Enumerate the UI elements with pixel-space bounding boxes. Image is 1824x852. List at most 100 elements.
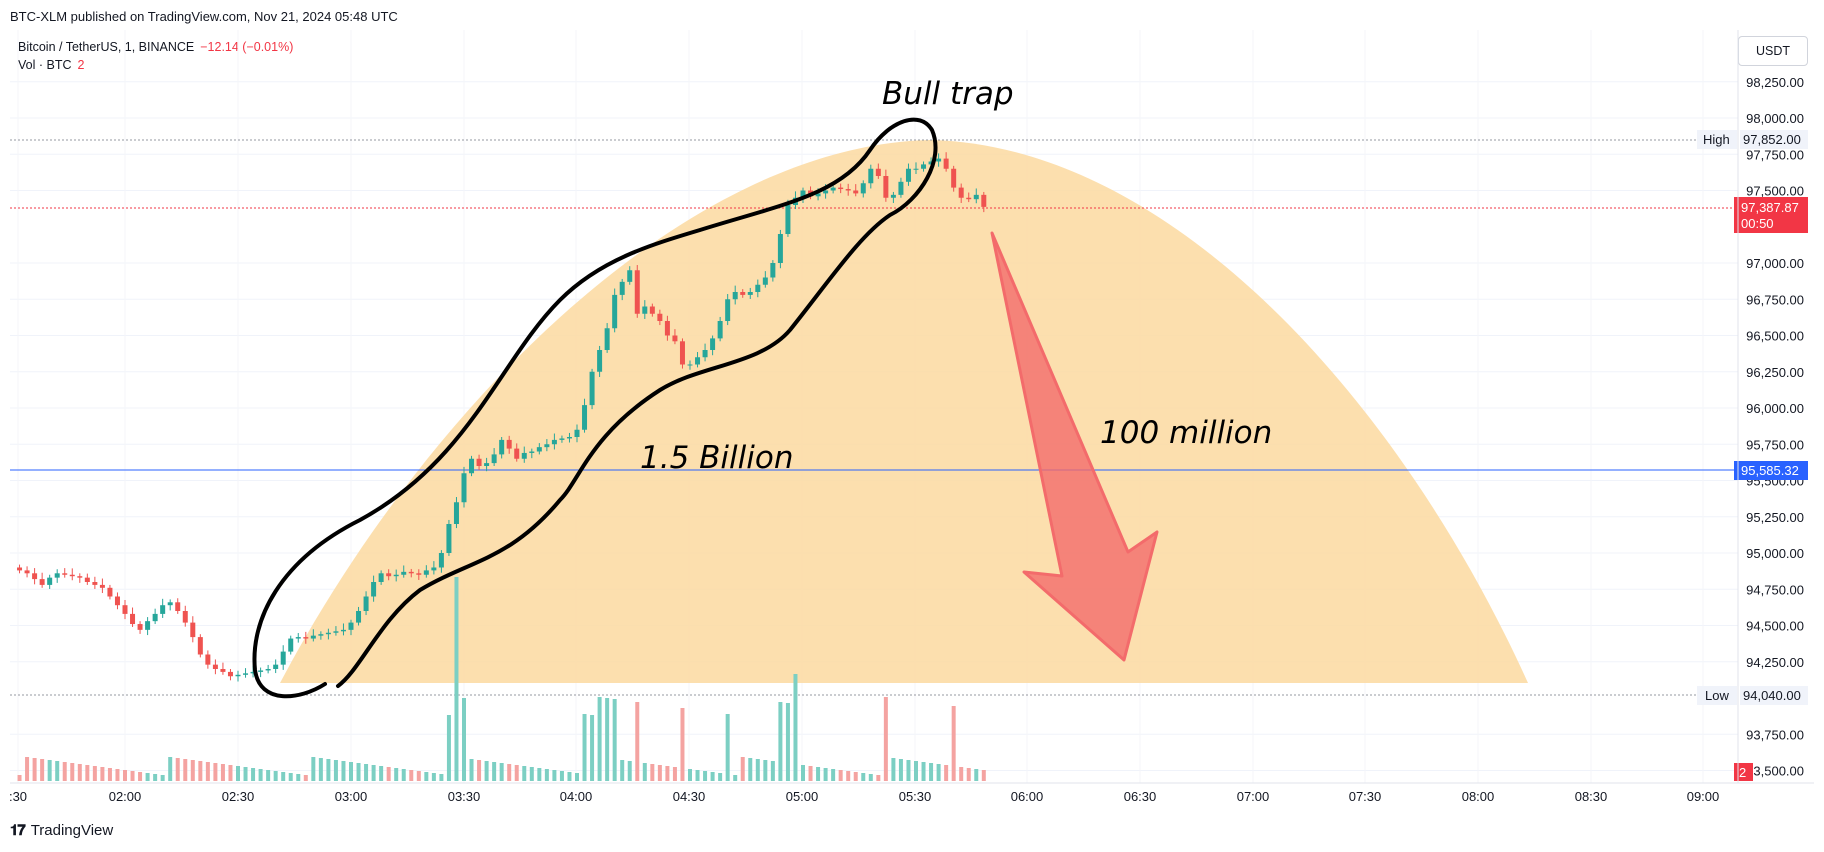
volume-bar <box>386 767 391 781</box>
volume-bar <box>582 714 587 781</box>
candle <box>250 671 256 674</box>
volume-bar <box>981 770 986 781</box>
candle <box>725 299 731 321</box>
time-tick-label: 05:00 <box>786 789 819 804</box>
published-caption: BTC-XLM published on TradingView.com, No… <box>10 9 398 24</box>
volume-value: 2 <box>77 58 85 72</box>
volume-bar <box>733 775 738 781</box>
volume-bar <box>906 760 911 781</box>
candle <box>303 637 309 639</box>
volume-bar <box>409 770 414 781</box>
volume-bar <box>898 759 903 781</box>
million-annotation: 100 million <box>1100 415 1272 451</box>
volume-label[interactable]: Vol · BTC <box>18 58 72 72</box>
volume-bar <box>70 763 75 781</box>
price-tick-label: 94,250.00 <box>1746 655 1804 670</box>
volume-bars <box>17 577 986 781</box>
volume-bar <box>665 766 670 781</box>
volume-bar <box>17 775 22 781</box>
volume-bar <box>469 759 474 781</box>
price-tick-label: 97,000.00 <box>1746 256 1804 271</box>
candle <box>175 602 181 611</box>
candle <box>921 164 927 169</box>
volume-bar <box>303 775 308 781</box>
price-tick-label: 97,750.00 <box>1746 147 1804 162</box>
volume-bar <box>439 774 444 781</box>
volume-bar <box>680 708 685 781</box>
candle <box>205 654 211 665</box>
price-tick-label: 96,250.00 <box>1746 365 1804 380</box>
volume-bar <box>123 770 127 781</box>
candle <box>340 629 346 632</box>
candle <box>265 669 271 671</box>
candle <box>582 405 588 430</box>
candle <box>363 596 369 611</box>
volume-bar <box>876 775 881 781</box>
price-tick-label: 95,000.00 <box>1746 546 1804 561</box>
volume-bar <box>379 766 384 781</box>
candle <box>800 190 806 198</box>
volume-bar <box>62 762 67 781</box>
volume-bar <box>703 771 708 781</box>
volume-bar <box>590 715 595 781</box>
volume-bar <box>499 763 504 781</box>
line-price-value: 95,585.32 <box>1741 463 1799 478</box>
candle <box>160 605 166 614</box>
low-label-bg <box>1697 686 1737 705</box>
volume-bar <box>492 762 497 781</box>
footer-brand[interactable]: 𝟏𝟕 TradingView <box>10 822 113 839</box>
volume-bar <box>462 698 466 781</box>
price-axis[interactable]: 98,250.00 98,000.00 97,750.00 97,500.00 97,0… <box>1746 75 1804 779</box>
price-tick-label: 93,500.00 <box>1746 764 1804 779</box>
volume-bar <box>529 767 534 781</box>
volume-bar <box>446 715 451 781</box>
price-tick-label: 95,750.00 <box>1746 437 1804 452</box>
high-value: 97,852.00 <box>1743 132 1801 147</box>
candle <box>484 463 490 466</box>
parabolic-arc <box>280 140 1528 683</box>
candle <box>936 158 942 162</box>
candle <box>393 574 399 577</box>
volume-bar <box>718 773 723 781</box>
volume-bar <box>228 765 233 781</box>
candle <box>898 181 904 195</box>
candle <box>356 611 362 623</box>
volume-bar <box>281 772 286 781</box>
candle <box>137 624 143 630</box>
price-tick-label: 96,000.00 <box>1746 401 1804 416</box>
candle <box>62 573 68 575</box>
time-tick-label: 04:00 <box>560 789 593 804</box>
candle <box>92 582 98 585</box>
candle <box>649 306 655 314</box>
price-tick-label: 93,750.00 <box>1746 727 1804 742</box>
tradingview-logo-icon: 𝟏𝟕 <box>10 822 26 839</box>
price-tick-label: 98,000.00 <box>1746 111 1804 126</box>
volume-bar <box>514 765 519 781</box>
volume-bar <box>710 772 715 781</box>
volume-bar <box>115 769 120 781</box>
last-price-badge <box>1734 197 1808 233</box>
volume-bar <box>740 757 745 781</box>
candle <box>913 168 919 170</box>
time-axis[interactable]: :30 02:00 02:30 03:00 03:30 04:00 04:30 05:00 05… <box>9 789 1719 804</box>
candle <box>461 473 467 503</box>
time-tick-label: 03:30 <box>448 789 481 804</box>
volume-bar <box>657 765 662 781</box>
candle <box>423 570 429 575</box>
candle <box>438 553 444 568</box>
volume-badge <box>1734 763 1753 781</box>
volume-bar <box>153 774 158 781</box>
volume-bar <box>883 697 888 781</box>
volume-bar <box>333 760 338 781</box>
time-tick-label: 07:30 <box>1349 789 1382 804</box>
time-tick-label: 06:00 <box>1011 789 1044 804</box>
volume-bar <box>138 772 143 781</box>
symbol-label[interactable]: Bitcoin / TetherUS, 1, BINANCE <box>18 40 195 54</box>
candle <box>24 570 30 574</box>
candle <box>589 371 595 406</box>
volume-bar <box>801 765 805 781</box>
volume-bar <box>944 765 949 781</box>
volume-bar <box>793 674 798 781</box>
volume-bar <box>929 763 934 781</box>
